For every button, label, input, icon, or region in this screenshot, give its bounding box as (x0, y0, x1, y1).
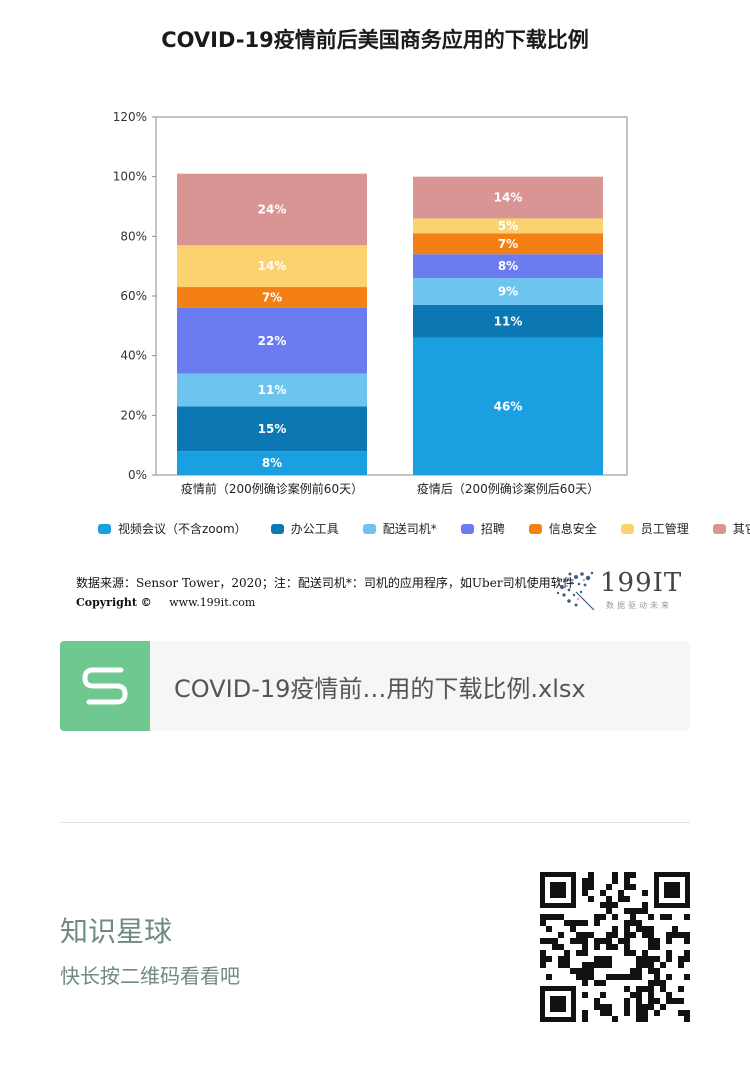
chart-title: COVID-19疫情前后美国商务应用的下载比例 (161, 28, 589, 52)
data-label: 14% (494, 191, 523, 205)
copyright-url[interactable]: www.199it.com (169, 596, 256, 609)
legend-label: 办公工具 (290, 522, 339, 536)
bar-segment (177, 307, 367, 374)
data-label: 15% (258, 422, 287, 436)
bar-segment (177, 173, 367, 246)
y-tick-label: 20% (120, 408, 147, 422)
legend-swatch (712, 523, 726, 534)
bar-segment (413, 254, 603, 279)
legend-label: 招聘 (480, 522, 505, 536)
brand-logo: 199IT 数据驱动未来 (554, 568, 684, 614)
legend-label: 配送司机* (382, 522, 437, 536)
data-label: 8% (262, 456, 282, 470)
dandelion-icon (556, 571, 595, 611)
copyright-label: Copyright © (76, 596, 152, 609)
bar-segment (413, 233, 603, 255)
spreadsheet-s-icon (60, 641, 150, 731)
planet-subtitle: 快长按二维码看看吧 (60, 964, 240, 988)
stacked-bar-chart: 0% 20% 40% 60% 80% 100% 120% 8% 15% 11% 22% 7% 14% 24… (113, 110, 628, 496)
legend-swatch (528, 523, 542, 534)
legend-label: 视频会议（不含zoom） (118, 522, 247, 536)
legend-label: 员工管理 (640, 522, 689, 536)
logo-subtitle: 数据驱动未来 (606, 601, 672, 610)
x-tick-label: 疫情后（200例确诊案例后60天） (417, 481, 599, 496)
file-name: COVID-19疫情前…用的下载比例.xlsx (174, 675, 586, 703)
bar-segment (177, 451, 367, 475)
data-label: 11% (494, 314, 523, 328)
y-tick-label: 100% (113, 170, 147, 184)
source-note: 数据来源：Sensor Tower，2020；注：配送司机*：司机的应用程序，如… (76, 576, 575, 590)
bar-segment (413, 176, 603, 219)
bar-segment (413, 337, 603, 475)
qr-code-icon[interactable] (540, 872, 690, 1022)
legend-item: 员工管理 (620, 520, 689, 537)
logo-text: 199IT (600, 568, 683, 598)
data-label: 5% (498, 219, 518, 233)
data-label: 24% (258, 202, 287, 216)
data-label: 9% (498, 285, 518, 299)
legend-item: 办公工具 (270, 520, 339, 537)
legend-item: 其它 (712, 520, 750, 537)
chart-legend: 视频会议（不含zoom） 办公工具 配送司机* 招聘 信息安全 员工管理 其它 (98, 520, 750, 537)
x-tick-label: 疫情前（200例确诊案例前60天） (181, 481, 363, 496)
bar-segment (177, 373, 367, 407)
planet-title: 知识星球 (60, 915, 173, 948)
bar-segment (413, 278, 603, 305)
bar-segment (177, 287, 367, 308)
legend-item: 信息安全 (528, 520, 597, 537)
file-attachment-card[interactable]: COVID-19疫情前…用的下载比例.xlsx (60, 641, 690, 731)
legend-item: 配送司机* (362, 520, 437, 537)
data-label: 8% (498, 259, 518, 273)
legend-label: 信息安全 (548, 522, 597, 536)
data-label: 7% (498, 237, 518, 251)
legend-item: 招聘 (460, 520, 505, 537)
legend-swatch (98, 523, 111, 534)
y-tick-label: 60% (120, 289, 147, 303)
legend-swatch (620, 523, 634, 534)
legend-swatch (270, 523, 284, 534)
bar-segment (413, 218, 603, 234)
bar-segment (177, 245, 367, 288)
legend-swatch (460, 523, 474, 534)
bar-segment (413, 304, 603, 338)
bar-segment (177, 406, 367, 452)
divider (60, 822, 690, 823)
data-label: 46% (494, 399, 523, 413)
legend-swatch (362, 523, 376, 534)
data-label: 11% (258, 383, 287, 397)
y-tick-label: 40% (120, 349, 147, 363)
data-label: 7% (262, 290, 282, 304)
data-label: 22% (258, 334, 287, 348)
legend-item: 视频会议（不含zoom） (98, 520, 247, 537)
y-tick-label: 120% (113, 110, 147, 124)
y-tick-label: 80% (120, 229, 147, 243)
data-label: 14% (258, 259, 287, 273)
legend-label: 其它 (732, 522, 750, 536)
y-tick-label: 0% (128, 468, 147, 482)
copyright-line: Copyright © www.199it.com (76, 596, 255, 609)
